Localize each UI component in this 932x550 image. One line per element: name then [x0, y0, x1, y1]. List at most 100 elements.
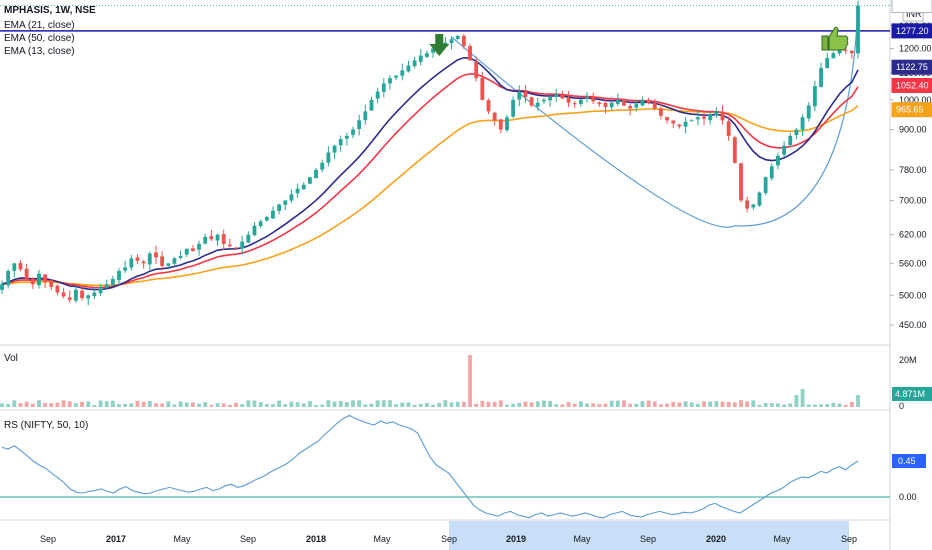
candle-body	[831, 53, 836, 59]
volume-bar	[615, 400, 620, 407]
candle-body	[197, 243, 201, 250]
volume-bar	[757, 404, 762, 407]
candle-body	[659, 108, 663, 116]
candle-body	[326, 152, 331, 163]
price-badge	[891, 59, 932, 75]
candle-body	[745, 200, 750, 209]
price-badge-label: 1122.75	[896, 62, 928, 72]
candle-body	[849, 50, 854, 54]
volume-bar	[800, 389, 805, 407]
candle-body	[203, 236, 208, 244]
candle-body	[123, 267, 128, 271]
volume-bar	[30, 403, 35, 407]
volume-bar	[209, 404, 214, 407]
volume-bar	[154, 403, 158, 407]
volume-bar	[388, 400, 392, 407]
volume-bar	[468, 355, 472, 407]
volume-bar	[375, 400, 380, 407]
candle-body	[400, 70, 405, 76]
price-badge-label: 1052.40	[896, 80, 929, 90]
candle-body	[695, 117, 700, 120]
volume-bar	[714, 401, 719, 407]
thumbs-up-icon	[821, 35, 829, 51]
candle-body	[714, 111, 719, 116]
candle-body	[856, 5, 860, 54]
candle-body	[449, 39, 454, 44]
price-tick-label: 700.00	[899, 195, 927, 205]
volume-bar	[720, 401, 725, 407]
volume-bar	[739, 400, 743, 407]
candle-body	[652, 102, 657, 109]
candle-body	[560, 94, 565, 99]
volume-bar	[363, 404, 368, 407]
candle-body	[412, 60, 417, 67]
candle-body	[338, 139, 343, 146]
candle-body	[240, 241, 245, 249]
candle-body	[511, 99, 516, 117]
x-tick-label: Sep	[441, 534, 457, 544]
candle-body	[37, 273, 41, 286]
down-arrow-icon	[429, 34, 450, 56]
volume-bar	[659, 404, 663, 407]
candle-body	[418, 55, 423, 62]
candle-body	[492, 112, 497, 121]
volume-bar	[665, 403, 670, 407]
candle-body	[825, 58, 830, 69]
volume-bar	[215, 403, 220, 407]
volume-bar	[652, 401, 657, 407]
volume-bar	[498, 400, 503, 407]
candle-body	[271, 210, 275, 219]
volume-bar	[308, 401, 312, 407]
candle-body	[671, 120, 676, 124]
candle-body	[517, 91, 522, 100]
volume-bar	[160, 403, 165, 407]
candle-body	[566, 97, 571, 103]
candle-body	[708, 114, 713, 121]
volume-bar	[264, 404, 269, 407]
volume-bar	[381, 400, 386, 407]
candle-body	[246, 234, 251, 243]
candle-body	[640, 99, 645, 106]
volume-bar	[197, 403, 201, 407]
candle-body	[227, 244, 232, 247]
candle-body	[425, 53, 429, 57]
candle-body	[461, 35, 466, 47]
candle-body	[166, 263, 171, 266]
candle-body	[154, 252, 158, 258]
labels: MPHASIS, 1W, NSE EMA (21, close) EMA (50, …	[4, 0, 932, 468]
volume-badge	[892, 387, 932, 401]
candle-body	[12, 263, 17, 271]
indicator-label: EMA (21, close)	[4, 20, 75, 31]
candle-body	[628, 105, 633, 109]
volume-bar	[18, 403, 23, 407]
volume-bar	[351, 400, 355, 407]
volume-bar	[646, 400, 651, 407]
candle-body	[837, 48, 842, 54]
candle-body	[110, 278, 115, 286]
candle-body	[215, 234, 220, 241]
volume-bar	[695, 403, 700, 407]
candle-body	[301, 184, 306, 190]
volume-bar	[357, 400, 362, 407]
volume-bar	[529, 402, 534, 407]
volume-bar	[782, 404, 787, 407]
volume-tick-label: 0	[899, 401, 904, 411]
volume-bar	[234, 402, 238, 407]
candle-body	[80, 290, 84, 299]
candle-body	[357, 120, 362, 130]
volume-bar	[732, 402, 737, 407]
volume-bars	[0, 355, 860, 407]
volume-bar	[123, 403, 128, 407]
candle-body	[578, 99, 583, 104]
candle-body	[776, 155, 780, 166]
price-tick-label: 1000.00	[899, 95, 932, 105]
rs-tick-label: 0.00	[899, 492, 917, 502]
candle-body	[843, 49, 848, 51]
volume-bar	[585, 403, 589, 407]
volume-bar	[511, 403, 516, 407]
volume-bar	[492, 401, 497, 407]
candle-body	[486, 100, 491, 112]
candle-body	[295, 188, 300, 194]
candle-body	[6, 270, 11, 286]
volume-bar	[677, 402, 682, 407]
